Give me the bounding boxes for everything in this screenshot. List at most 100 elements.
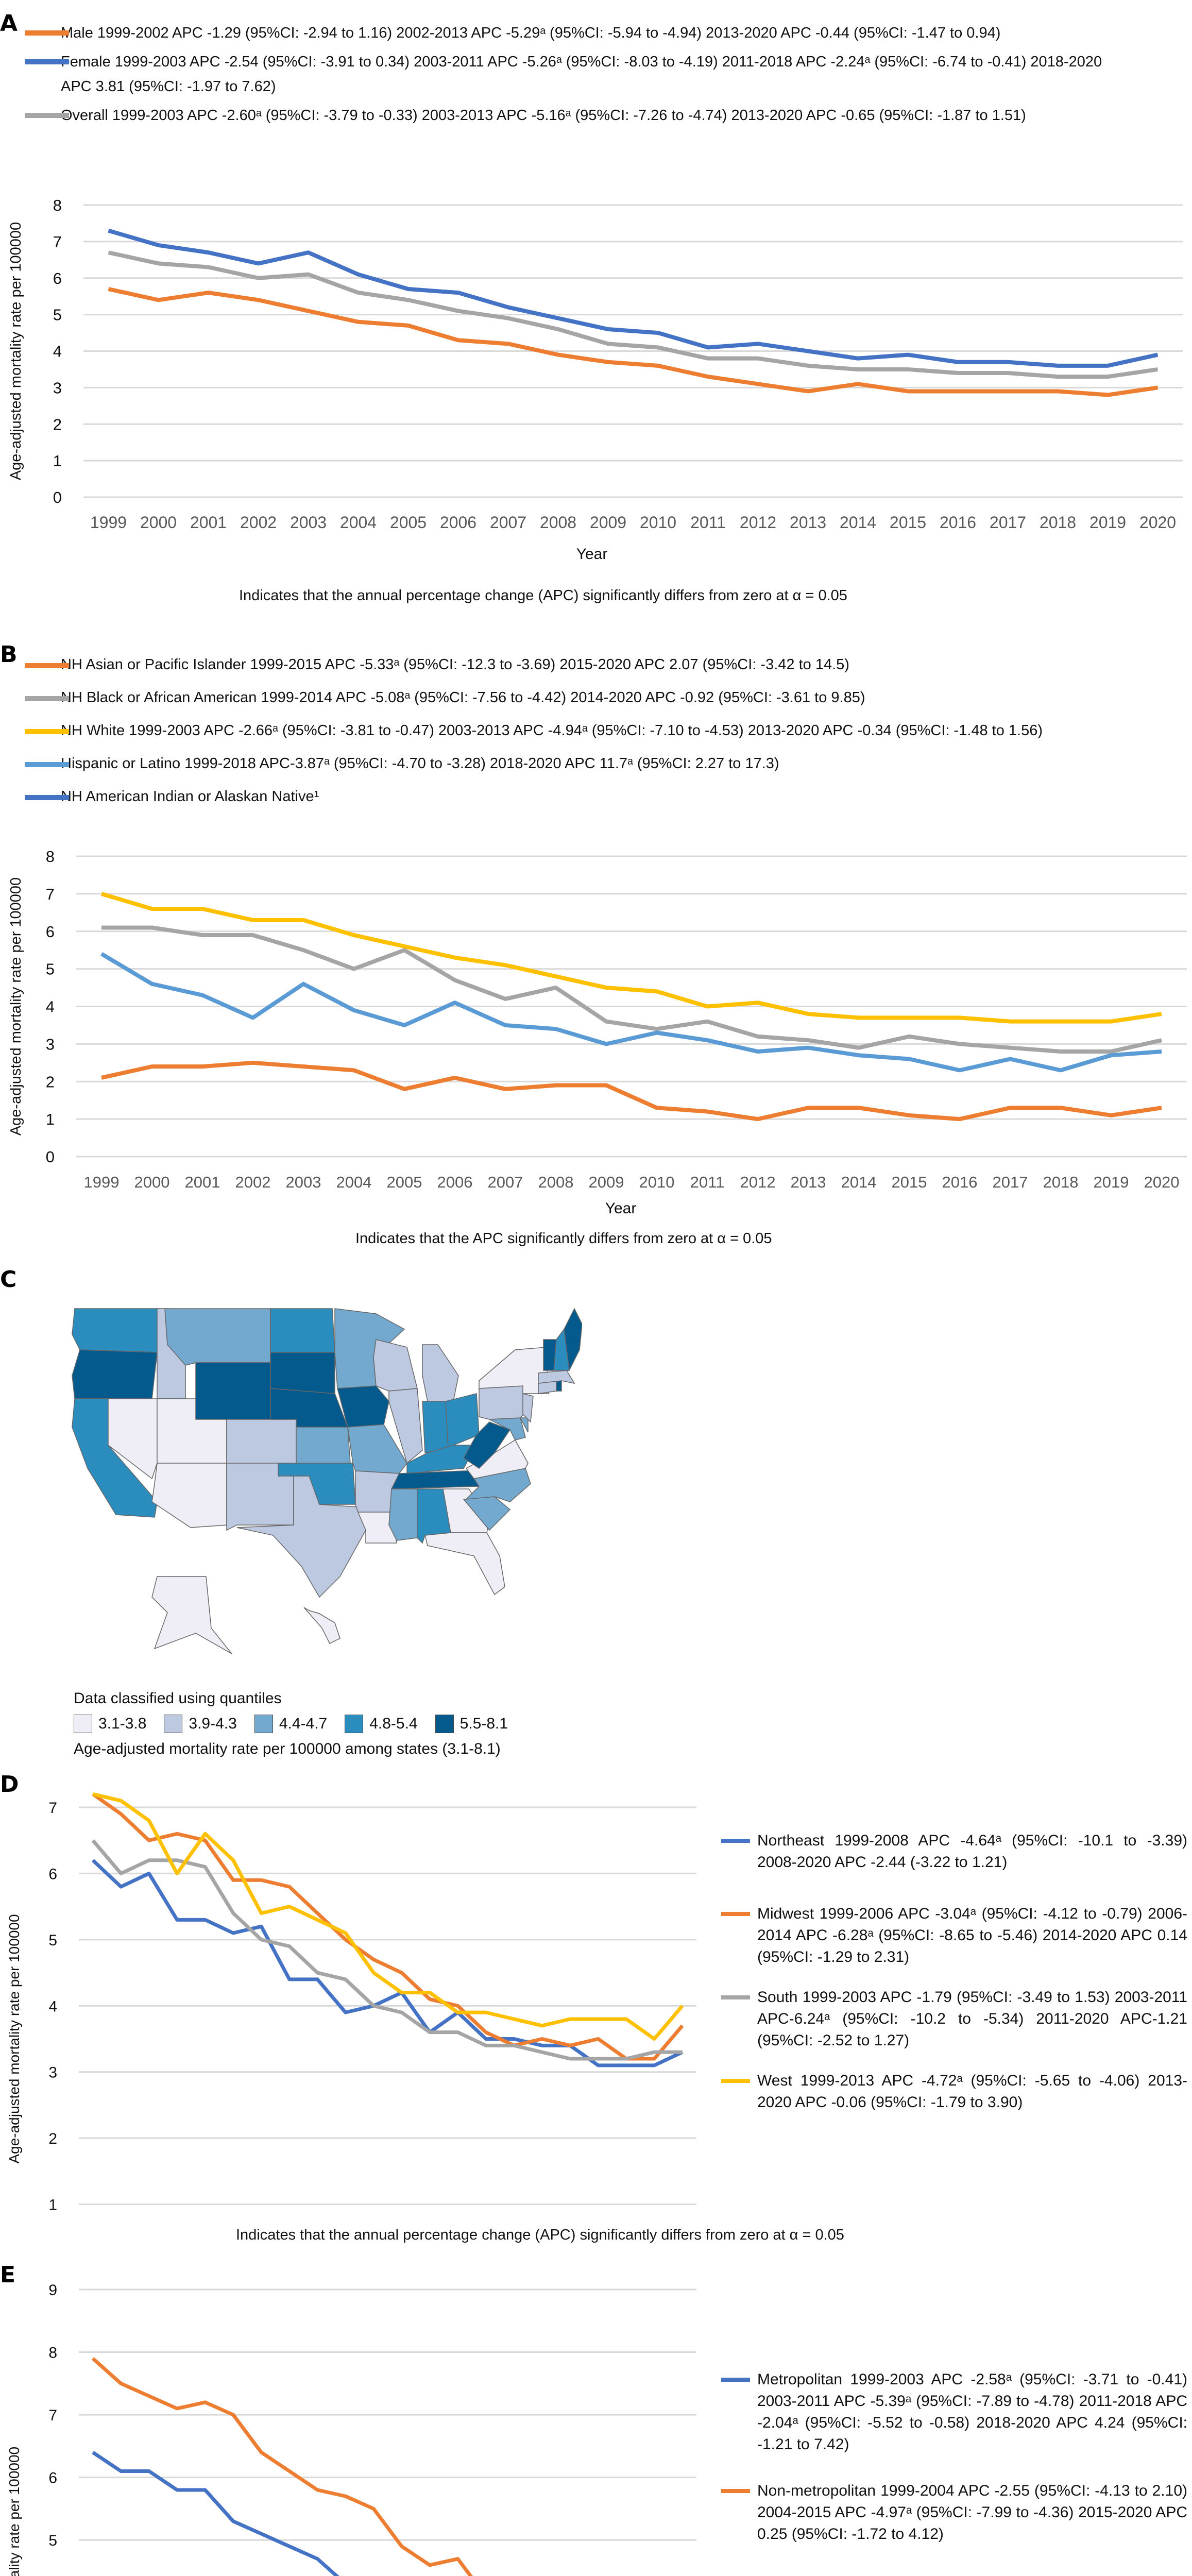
state-or — [72, 1349, 158, 1399]
map-legend-label: 3.9-4.3 — [189, 1715, 237, 1732]
y-tick-label: 6 — [48, 2470, 57, 2487]
y-tick-label: 6 — [46, 923, 55, 941]
x-tick-label: 2004 — [340, 513, 377, 532]
map-legend: Data classified using quantiles 3.1-3.8 3… — [74, 1690, 525, 1758]
legend-swatch-hispanic — [25, 762, 69, 767]
y-tick-label: 8 — [48, 2345, 57, 2362]
x-tick-label: 2015 — [892, 1173, 927, 1191]
state-ak — [151, 1576, 232, 1654]
legend-a: Male 1999-2002 APC -1.29 (95%CI: -2.94 t… — [0, 21, 1113, 128]
x-tick-label: 2005 — [387, 1173, 422, 1191]
map-legend-swatch — [164, 1715, 183, 1733]
chart-a-plot: 0 1 2 3 4 5 6 7 8 1999 2000 2001 2002 2003 2004 2005 200… — [8, 196, 1183, 563]
x-tick-label: 2014 — [841, 1173, 877, 1191]
x-tick-label: 2007 — [490, 513, 526, 532]
y-tick-label: 5 — [48, 2532, 57, 2549]
map-legend-label: 5.5-8.1 — [459, 1715, 508, 1732]
series-line-nh-asian-or-pacific-islander — [101, 1060, 1162, 1122]
legend-swatch-midwest — [721, 1912, 750, 1916]
x-tick-label: 2008 — [538, 1173, 574, 1191]
x-tick-label: 2001 — [190, 513, 227, 532]
x-tick-label: 2002 — [240, 513, 277, 532]
map-legend-title: Data classified using quantiles — [74, 1690, 282, 1707]
state-mt — [164, 1308, 271, 1366]
significance-note-a: Indicates that the annual percentage cha… — [239, 587, 847, 604]
y-tick-label: 8 — [46, 848, 55, 866]
y-tick-label: 6 — [53, 269, 62, 287]
y-tick-label: 9 — [48, 2282, 57, 2299]
x-tick-label: 2000 — [140, 513, 177, 532]
legend-item-west: West 1999-2013 APC -4.72ᵃ (95%CI: -5.65 … — [721, 2070, 1187, 2113]
legend-swatch-asian — [25, 663, 69, 668]
map-legend-caption: Age-adjusted mortality rate per 100000 a… — [74, 1740, 501, 1757]
x-tick-label: 1999 — [90, 513, 127, 532]
panel-label-e: E — [0, 2262, 16, 2288]
legend-item-black: NH Black or African American 1999-2014 A… — [0, 686, 1113, 709]
legend-swatch-south — [721, 1995, 750, 1999]
legend-swatch-metropolitan — [721, 2378, 750, 2382]
state-fl — [424, 1532, 505, 1596]
x-tick-label: 2018 — [1043, 1173, 1079, 1191]
x-tick-label: 2006 — [440, 513, 476, 532]
x-tick-label: 2014 — [840, 513, 876, 532]
legend-swatch-white — [25, 729, 69, 734]
legend-text: Metropolitan 1999-2003 APC -2.58ᵃ (95%CI… — [757, 2371, 1187, 2453]
x-tick-label: 2016 — [940, 513, 976, 532]
legend-text: NH Black or African American 1999-2014 A… — [61, 689, 865, 706]
state-me — [564, 1308, 582, 1372]
y-tick-label: 5 — [48, 1932, 57, 1949]
y-tick-label: 0 — [53, 488, 62, 506]
legend-text: Overall 1999-2003 APC -2.60ᵃ (95%CI: -3.… — [61, 107, 1026, 124]
x-tick-label: 2009 — [589, 1173, 624, 1191]
x-tick-label: 2020 — [1139, 513, 1176, 532]
legend-text: Midwest 1999-2006 APC -3.04ᵃ (95%CI: -4.… — [757, 1905, 1187, 1965]
y-tick-label: 2 — [53, 415, 62, 433]
legend-item-white: NH White 1999-2003 APC -2.66ᵃ (95%CI: -3… — [0, 719, 1076, 742]
x-axis-title: Year — [576, 546, 608, 563]
state-wv — [463, 1421, 511, 1469]
map-legend-swatch — [254, 1715, 273, 1733]
map-legend-label: 4.8-5.4 — [369, 1715, 418, 1732]
legend-swatch-northeast — [721, 1839, 750, 1843]
legend-text: Male 1999-2002 APC -1.29 (95%CI: -2.94 t… — [61, 25, 1001, 41]
x-tick-label: 2013 — [791, 1173, 826, 1191]
y-tick-label: 7 — [48, 2407, 57, 2424]
legend-item-south: South 1999-2003 APC -1.79 (95%CI: -3.49 … — [721, 1987, 1187, 2052]
state-wy — [195, 1362, 271, 1420]
x-tick-label: 2005 — [390, 513, 427, 532]
y-tick-label: 0 — [46, 1148, 55, 1166]
y-tick-label: 3 — [53, 379, 62, 397]
state-la — [357, 1512, 397, 1544]
legend-item-metropolitan: Metropolitan 1999-2003 APC -2.58ᵃ (95%CI… — [721, 2369, 1187, 2455]
x-axis-title: Year — [605, 1200, 637, 1216]
legend-swatch-nonmetropolitan — [721, 2489, 750, 2493]
y-tick-label: 1 — [48, 2197, 57, 2214]
significance-note-b: Indicates that the APC significantly dif… — [355, 1230, 772, 1247]
x-tick-label: 2002 — [235, 1173, 271, 1191]
series-line-northeast — [91, 1859, 684, 2067]
legend-item-hispanic: Hispanic or Latino 1999-2018 APC-3.87ᵃ (… — [0, 752, 1113, 775]
state-sd — [270, 1352, 335, 1394]
legend-text: West 1999-2013 APC -4.72ᵃ (95%CI: -5.65 … — [757, 2072, 1187, 2111]
series-line-male — [108, 287, 1159, 397]
legend-swatch-black — [25, 696, 69, 701]
state-ks — [296, 1427, 351, 1464]
y-tick-label: 6 — [48, 1866, 57, 1883]
legend-e: Metropolitan 1999-2003 APC -2.58ᵃ (95%CI… — [721, 2369, 1187, 2564]
y-tick-label: 4 — [53, 343, 62, 361]
x-tick-label: 1999 — [84, 1173, 120, 1191]
chart-e-plot: 0123456789199920002001200220032004200520… — [6, 2282, 696, 2576]
x-tick-label: 2011 — [690, 1173, 725, 1191]
state-wa — [72, 1308, 160, 1353]
map-legend-swatch — [74, 1715, 92, 1733]
y-axis-title: Age-adjusted mortality rate per 100000 — [6, 2447, 22, 2576]
legend-b: NH Asian or Pacific Islander 1999-2015 A… — [0, 653, 1113, 808]
series-line-hispanic-or-latino — [100, 952, 1162, 1073]
legend-text: Non-metropolitan 1999-2004 APC -2.55 (95… — [757, 2482, 1187, 2543]
x-tick-label: 2001 — [185, 1173, 220, 1191]
legend-d: Northeast 1999-2008 APC -4.64ᵃ (95%CI: -… — [721, 1830, 1187, 2132]
x-tick-label: 2011 — [690, 513, 726, 532]
y-tick-label: 3 — [46, 1035, 55, 1053]
x-tick-label: 2010 — [639, 1173, 675, 1191]
series-line-metropolitan — [92, 2451, 339, 2576]
